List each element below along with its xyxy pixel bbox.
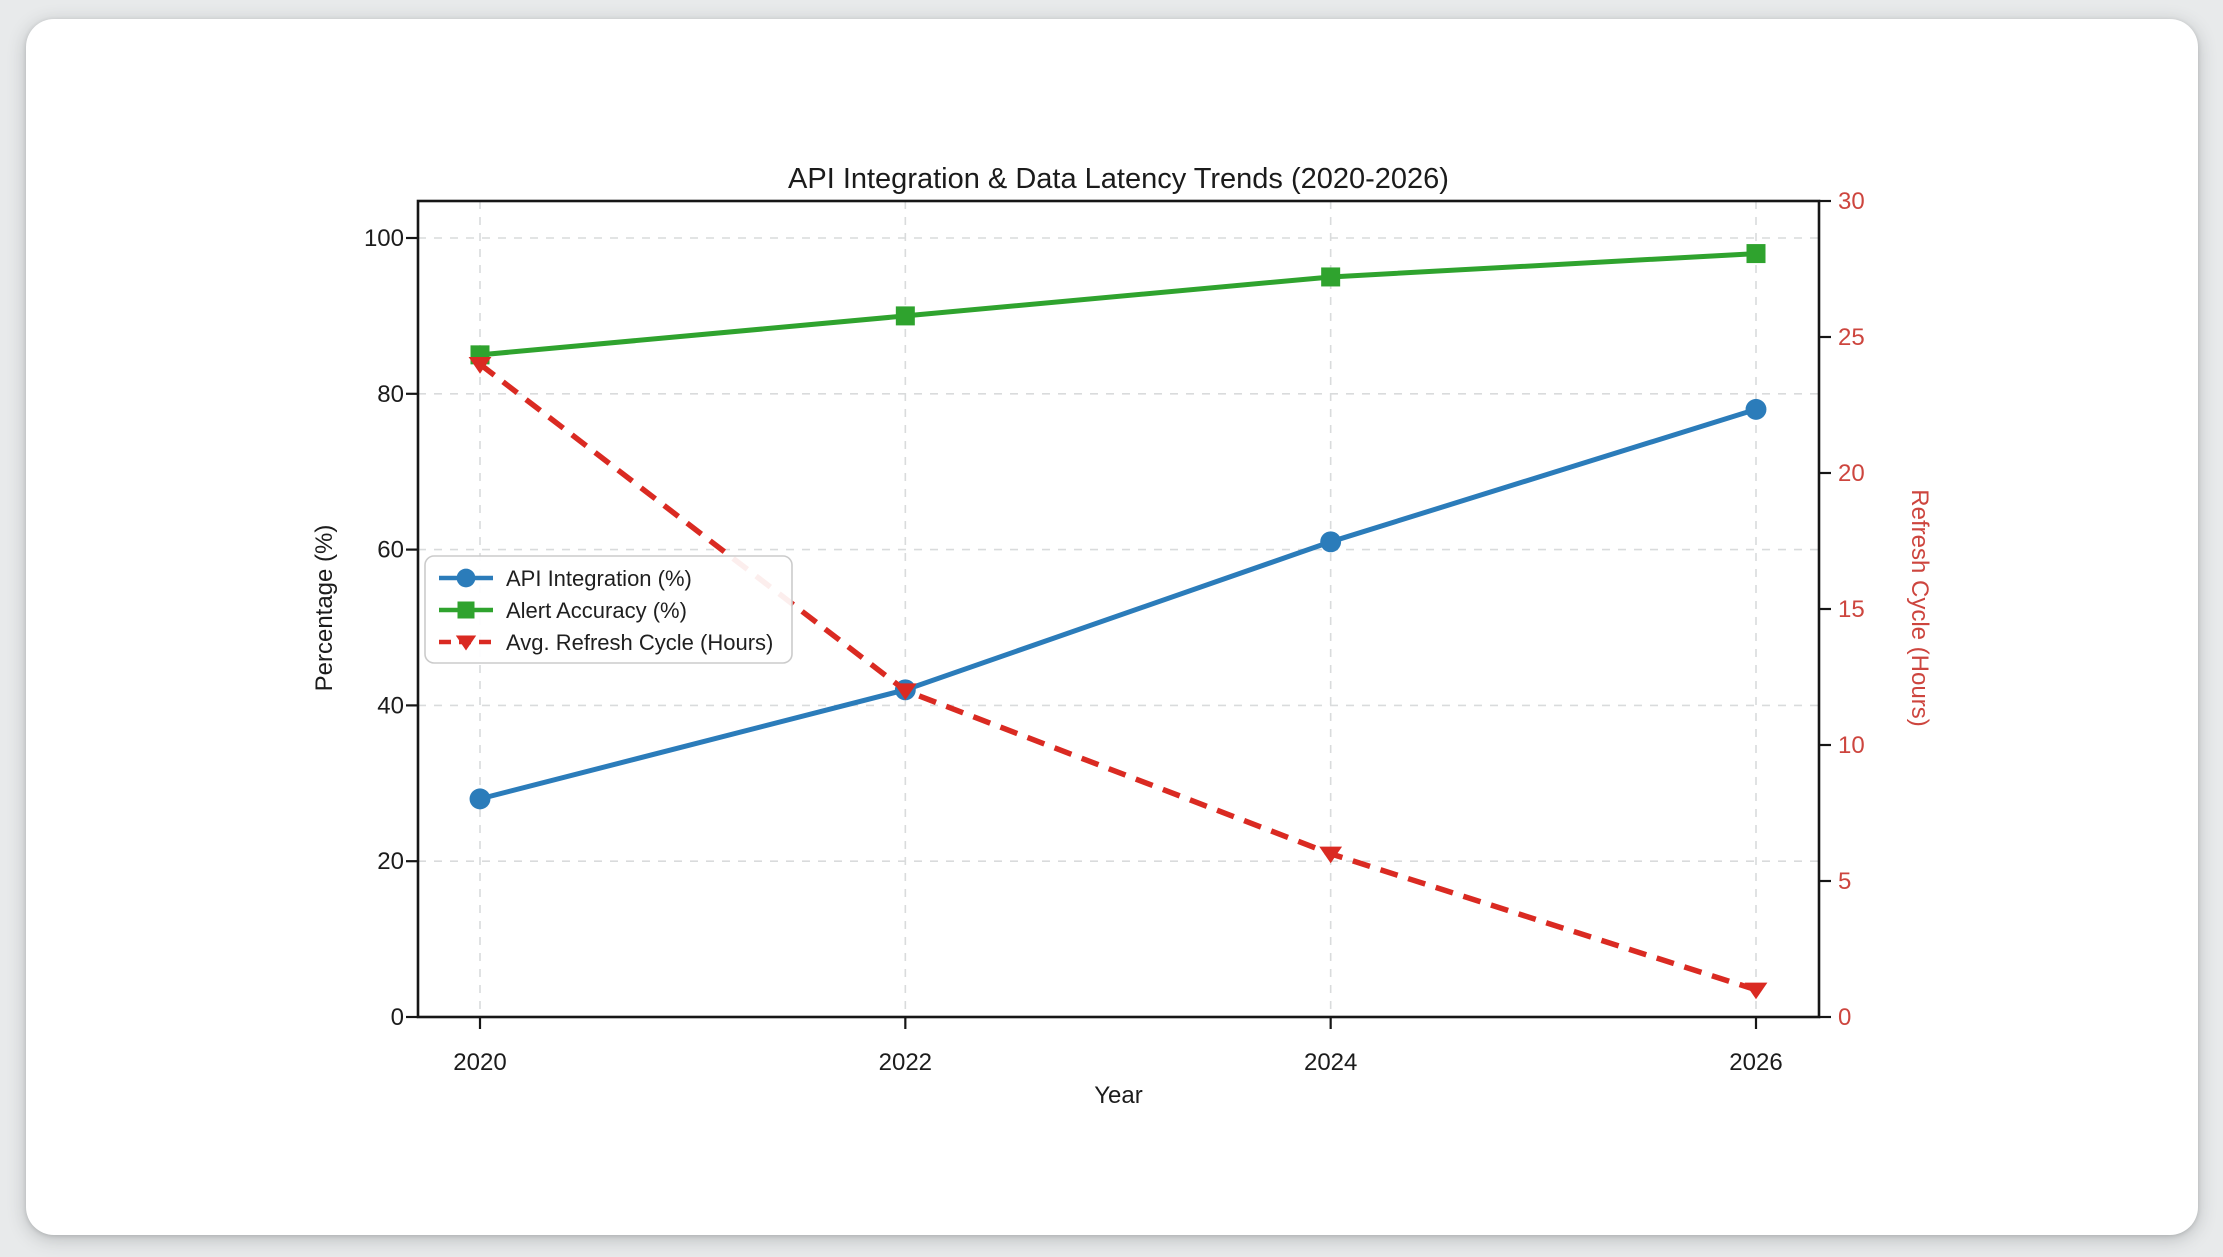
legend-item: Alert Accuracy (%): [439, 598, 687, 623]
circle-marker: [1745, 398, 1767, 420]
right-tick-label: 0: [1838, 1004, 1851, 1031]
triangle-down-marker: [893, 683, 917, 701]
left-tick-label: 20: [377, 848, 404, 875]
circle-marker: [469, 788, 491, 810]
x-tick-label: 2020: [453, 1049, 506, 1076]
chart-card: [26, 19, 2198, 1235]
tick-marks: [406, 199, 1831, 1029]
left-tick-label: 40: [377, 692, 404, 719]
square-marker: [457, 601, 475, 619]
left-axis-label: Percentage (%): [311, 525, 338, 692]
legend-label: API Integration (%): [506, 566, 692, 591]
left-tick-label: 80: [377, 381, 404, 408]
triangle-down-marker: [468, 356, 492, 374]
right-tick-label: 20: [1838, 460, 1865, 487]
gridlines: [418, 201, 1819, 1017]
legend-box: [424, 555, 793, 664]
circle-marker: [456, 568, 476, 588]
right-axis-label: Refresh Cycle (Hours): [1906, 489, 1933, 726]
x-tick-label: 2026: [1729, 1049, 1782, 1076]
square-marker: [1746, 244, 1766, 264]
left-tick-label: 100: [364, 225, 404, 252]
chart-title: API Integration & Data Latency Trends (2…: [788, 163, 1449, 195]
square-marker: [895, 306, 915, 326]
series-alert-accuracy: [470, 244, 1766, 365]
left-tick-label: 60: [377, 537, 404, 564]
right-tick-label: 25: [1838, 324, 1865, 351]
square-marker: [1321, 267, 1341, 287]
triangle-down-marker: [455, 635, 477, 651]
left-tick-label: 0: [391, 1004, 404, 1031]
right-tick-label: 5: [1838, 868, 1851, 895]
series-line: [478, 362, 1757, 993]
series-line: [479, 251, 1757, 358]
right-tick-label: 10: [1838, 732, 1865, 759]
right-tick-label: 30: [1838, 188, 1865, 215]
series-line: [479, 406, 1757, 802]
legend: API Integration (%) Alert Accuracy (%) Avg…: [424, 555, 793, 664]
x-tick-label: 2022: [879, 1049, 932, 1076]
circle-marker: [1320, 531, 1342, 553]
right-tick-label: 15: [1838, 596, 1865, 623]
x-tick-label: 2024: [1304, 1049, 1357, 1076]
legend-item: API Integration (%): [439, 566, 692, 591]
series-avg-refresh-cycle-hours: [468, 356, 1768, 1000]
triangle-down-marker: [1744, 982, 1768, 1000]
x-axis-label: Year: [1094, 1082, 1143, 1109]
legend-label: Avg. Refresh Cycle (Hours): [506, 630, 773, 655]
legend-label: Alert Accuracy (%): [506, 598, 687, 623]
legend-item: Avg. Refresh Cycle (Hours): [439, 630, 773, 655]
triangle-down-marker: [1319, 846, 1343, 864]
